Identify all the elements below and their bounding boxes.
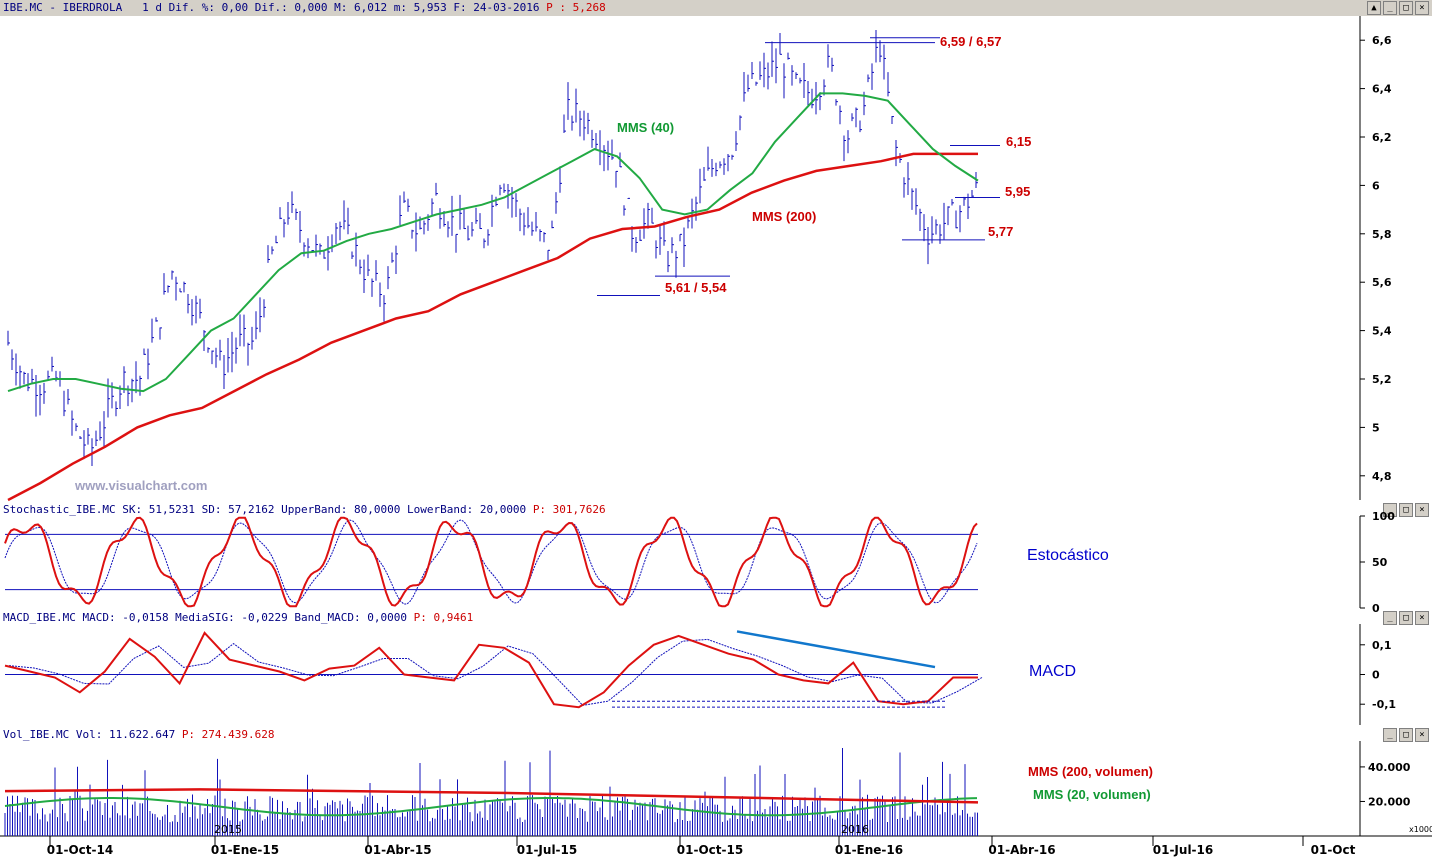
price-tick-label: 6,6 (1372, 34, 1392, 47)
vol-minimize-button[interactable]: _ (1383, 728, 1397, 742)
macd-divergence-line (736, 630, 936, 669)
mms200-line (7, 152, 978, 502)
label-561: 5,61 / 5,54 (665, 280, 727, 295)
stoch-sd-line (4, 519, 978, 605)
price-title-bar: IBE.MC - IBERDROLA 1 d Dif. %: 0,00 Dif.… (0, 0, 1432, 16)
stoch-tick-label: 0 (1372, 602, 1380, 615)
label-mms40: MMS (40) (617, 120, 674, 135)
watermark: www.visualchart.com (74, 478, 207, 493)
maximize-button[interactable]: □ (1399, 1, 1413, 15)
mms40-line (7, 92, 979, 393)
x-tick-label: 01-Jul-15 (517, 843, 577, 857)
macd-tick-label: 0 (1372, 669, 1380, 682)
stoch-close-button[interactable]: × (1415, 503, 1429, 517)
label-stochastic: Estocástico (1027, 547, 1109, 564)
x-tick-label: 01-Oct-14 (47, 843, 113, 857)
vol-unit: x1000 (1409, 825, 1432, 834)
stoch-title-bar: Stochastic_IBE.MC SK: 51,5231 SD: 57,216… (0, 502, 1432, 518)
macd-line (4, 631, 978, 709)
vol-title: Vol_IBE.MC Vol: 11.622.647 P: 274.439.62… (3, 728, 275, 741)
year-mark: 2015 (214, 823, 242, 836)
macd-maximize-button[interactable]: □ (1399, 611, 1413, 625)
x-tick-label: 01-Jul-16 (1153, 843, 1213, 857)
stoch-sk-line (4, 516, 978, 608)
x-tick-label: 01-Abr-16 (988, 843, 1055, 857)
macd-title: MACD_IBE.MC MACD: -0,0158 MediaSIG: -0,0… (3, 611, 474, 624)
stoch-tick-label: 100 (1372, 510, 1395, 523)
label-vol-mms20: MMS (20, volumen) (1033, 787, 1151, 802)
close-button[interactable]: × (1415, 1, 1429, 15)
stoch-title: Stochastic_IBE.MC SK: 51,5231 SD: 57,216… (3, 503, 606, 516)
label-659: 6,59 / 6,57 (940, 34, 1001, 49)
price-tick-label: 5,8 (1372, 228, 1392, 241)
x-tick-label: 01-Oct-15 (677, 843, 743, 857)
price-tick-label: 6 (1372, 179, 1380, 192)
price-tick-label: 5,2 (1372, 373, 1392, 386)
price-tick-label: 5,4 (1372, 325, 1392, 338)
scroll-up-button[interactable]: ▲ (1367, 1, 1381, 15)
price-title: IBE.MC - IBERDROLA 1 d Dif. %: 0,00 Dif.… (3, 1, 606, 14)
vol-tick-label: 40.000 (1368, 761, 1411, 774)
macd-title-bar: MACD_IBE.MC MACD: -0,0158 MediaSIG: -0,0… (0, 610, 1432, 626)
x-tick-label: 01-Ene-16 (835, 843, 903, 857)
x-tick-label: 01-Ene-15 (211, 843, 279, 857)
label-vol-mms200: MMS (200, volumen) (1028, 764, 1153, 779)
macd-close-button[interactable]: × (1415, 611, 1429, 625)
label-577: 5,77 (988, 224, 1013, 239)
macd-minimize-button[interactable]: _ (1383, 611, 1397, 625)
x-tick-label: 01-Abr-15 (364, 843, 431, 857)
vol-title-bar: Vol_IBE.MC Vol: 11.622.647 P: 274.439.62… (0, 727, 1432, 743)
stoch-maximize-button[interactable]: □ (1399, 503, 1413, 517)
macd-signal-line (8, 638, 983, 706)
price-tick-label: 6,4 (1372, 83, 1392, 96)
label-615: 6,15 (1006, 134, 1031, 149)
label-595: 5,95 (1005, 184, 1030, 199)
price-tick-label: 4,8 (1372, 470, 1392, 483)
price-tick-label: 6,2 (1372, 131, 1392, 144)
year-mark: 2016 (841, 823, 869, 836)
macd-tick-label: -0,1 (1372, 698, 1396, 711)
vol-mms200-line (4, 788, 979, 804)
label-macd: MACD (1029, 663, 1076, 680)
vol-tick-label: 20.000 (1368, 795, 1411, 808)
x-tick-label: 01-Oct (1311, 843, 1356, 857)
vol-close-button[interactable]: × (1415, 728, 1429, 742)
label-mms200: MMS (200) (752, 209, 816, 224)
stoch-tick-label: 50 (1372, 556, 1388, 569)
vol-mms20-line (4, 797, 978, 817)
price-tick-label: 5 (1372, 421, 1380, 434)
macd-tick-label: 0,1 (1372, 639, 1392, 652)
vol-maximize-button[interactable]: □ (1399, 728, 1413, 742)
minimize-button[interactable]: _ (1383, 1, 1397, 15)
stoch-minimize-button[interactable]: _ (1383, 503, 1397, 517)
price-tick-label: 5,6 (1372, 276, 1392, 289)
